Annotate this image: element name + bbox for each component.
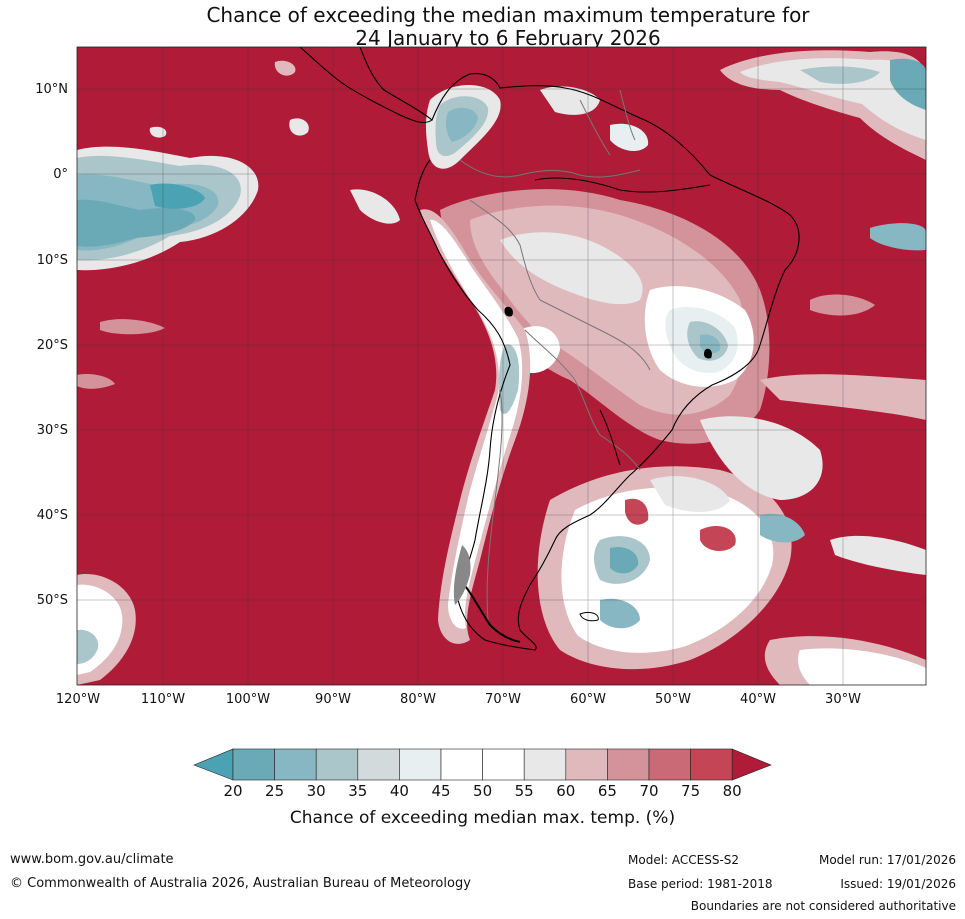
colorbar-bin-75-80 [690,748,733,781]
lake-titicaca [504,306,513,317]
lat-label-50s: 50°S [36,593,68,608]
colorbar-tick-55: 55 [514,782,534,800]
colorbar-tick-40: 40 [389,782,409,800]
colorbar-bin-25-30 [274,748,317,781]
lake-minas [703,348,712,359]
colorbar-bin-60-65 [565,748,608,781]
south-atlantic-region [537,416,823,670]
colorbar-tick-20: 20 [223,782,243,800]
colorbar-tick-80: 80 [722,782,742,800]
lat-label-40s: 40°S [36,508,68,523]
colorbar-bin-55-60 [523,748,567,781]
footer-url[interactable]: www.bom.gov.au/climate [10,852,174,867]
footer-disclaimer: Boundaries are not considered authoritat… [690,899,956,913]
colorbar-tick-65: 65 [597,782,617,800]
pacific-patch-b [274,60,296,76]
footer-copyright: © Commonwealth of Australia 2026, Austra… [10,876,471,891]
southwest-pacific-region [77,574,136,685]
east-pacific-cool-region [77,146,259,271]
colorbar-tick-70: 70 [639,782,659,800]
lon-label-50w: 50°W [655,692,691,707]
map-title-line2: 24 January to 6 February 2026 [355,26,661,50]
colorbar-bin-50-55 [482,748,525,781]
rivers [534,177,711,466]
colorbar-tick-30: 30 [306,782,326,800]
colorbar-bin-65-70 [607,748,650,781]
colorbar-arrow-low [193,748,234,781]
colorbar-bin-30-35 [315,748,359,781]
colorbar-tick-60: 60 [556,782,576,800]
lon-label-40w: 40°W [740,692,776,707]
lon-label-60w: 60°W [570,692,606,707]
map-title: Chance of exceeding the median maximum t… [0,4,965,50]
andes-corridor-region [420,209,531,644]
colorbar-arrow-high [731,748,772,781]
colorbar-bin-70-75 [648,748,691,781]
footer-model: Model: ACCESS-S2 [628,853,740,867]
pacific-patch-a [289,118,309,136]
graticule [77,47,926,685]
pacific-patch-d [350,189,400,224]
south-pacific-patch-a [100,319,165,335]
colorbar-bin-20-25 [232,748,275,781]
colorbar-label: Chance of exceeding median max. temp. (%… [289,808,676,828]
lat-label-0: 0° [53,167,68,182]
central-america-coast [299,47,433,123]
lat-label-30s: 30°S [36,423,68,438]
lat-label-10n: 10°N [35,82,68,97]
lat-label-20s: 20°S [36,338,68,353]
footer-base-period: Base period: 1981-2018 [628,877,773,891]
lon-label-30w: 30°W [825,692,861,707]
lon-label-120w: 120°W [55,692,101,707]
colorbar-tick-50: 50 [473,782,493,800]
lon-label-80w: 80°W [400,692,436,707]
coastline [359,47,800,651]
lon-label-100w: 100°W [225,692,271,707]
colorbar-bin-40-45 [399,748,442,781]
lon-label-90w: 90°W [315,692,351,707]
pacific-patch-c [149,126,167,138]
patagonia-landmask [453,545,471,605]
patagonia-islands [459,579,521,643]
colorbar-tick-45: 45 [431,782,451,800]
footer-issued: Issued: 19/01/2026 [840,877,956,891]
colorbar-tick-35: 35 [348,782,368,800]
atlantic-ne-cool-region [720,50,926,160]
map-title-line1: Chance of exceeding the median maximum t… [206,3,810,27]
footer-model-run: Model run: 17/01/2026 [818,853,956,867]
atlantic-e-cool-patch [870,223,926,251]
probability-map [76,46,927,686]
colorbar-tick-25: 25 [265,782,285,800]
map-frame [76,46,927,686]
lon-label-70w: 70°W [485,692,521,707]
colorbar-tick-75: 75 [681,782,701,800]
country-borders [459,89,651,621]
colorbar-bin-35-40 [357,748,400,781]
lat-label-10s: 10°S [36,253,68,268]
lon-label-110w: 110°W [140,692,186,707]
colorbar-bin-45-50 [440,748,483,781]
falkland-islands [579,611,599,622]
south-pacific-patch-b [77,374,115,389]
